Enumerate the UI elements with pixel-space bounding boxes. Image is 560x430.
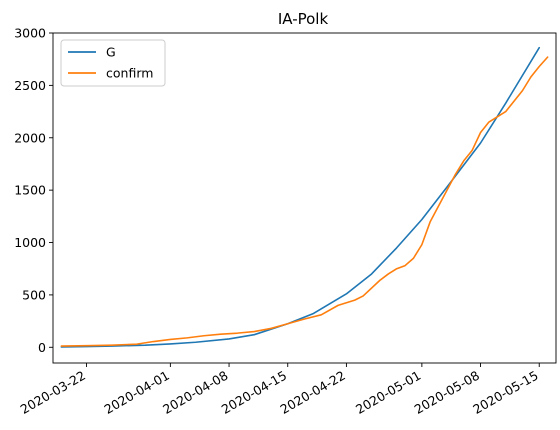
y-tick-label: 1000 (14, 235, 46, 250)
x-tick-label: 2020-05-15 (470, 368, 540, 417)
x-axis-ticks: 2020-03-22 2020-04-012020-04-082020-04-15… (18, 363, 541, 417)
legend-label-g: G (106, 45, 116, 60)
x-tick-label: 2020-05-01 (353, 368, 423, 417)
y-tick-label: 500 (22, 287, 46, 302)
y-tick-label: 0 (38, 340, 46, 355)
x-tick-label: 2020-04-15 (219, 368, 289, 417)
x-tick-label: 2020-03-22 (18, 368, 88, 417)
y-tick-label: 3000 (14, 26, 46, 41)
y-tick-label: 2000 (14, 130, 46, 145)
y-tick-label: 2500 (14, 78, 46, 93)
series-layer (60, 46, 549, 348)
x-tick-label: 2020-04-01 (101, 368, 171, 417)
y-axis-ticks: 0 500 1000 1500 2000 2500 3000 (14, 26, 53, 355)
x-tick-label: 2020-04-08 (160, 368, 230, 417)
x-tick-label: 2020-04-22 (277, 368, 347, 417)
legend-label-confirm: confirm (106, 66, 153, 81)
x-tick-label: 2020-05-08 (412, 368, 482, 417)
chart-title: IA-Polk (278, 10, 329, 28)
series-line-confirm (60, 56, 549, 347)
series-line-g (60, 46, 541, 348)
y-tick-label: 1500 (14, 183, 46, 198)
plot-frame (52, 32, 557, 364)
